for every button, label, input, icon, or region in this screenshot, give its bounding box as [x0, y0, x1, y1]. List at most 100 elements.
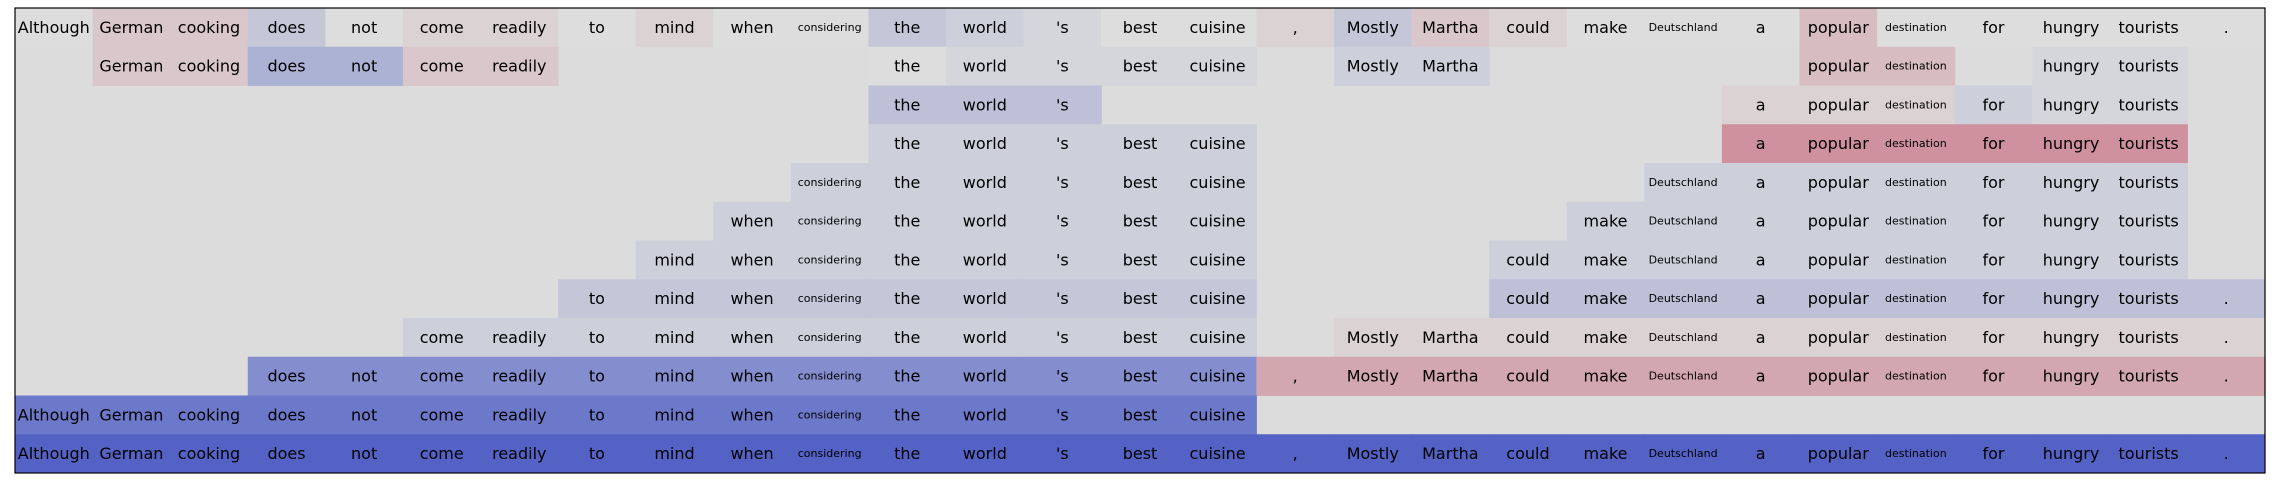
heatmap-cell: [1489, 356, 1568, 396]
heatmap-cell: [480, 46, 559, 86]
token-label: make: [1584, 212, 1628, 231]
token-label: when: [730, 405, 773, 424]
token-label: for: [1982, 95, 2004, 114]
token-label: hungry: [2043, 95, 2100, 114]
token-label: mind: [654, 367, 694, 386]
heatmap-cell: [2187, 434, 2266, 474]
heatmap-cell: [1178, 46, 1257, 86]
token-label: ,: [1293, 444, 1298, 463]
heatmap-cell: [1333, 434, 1413, 474]
token-label: the: [894, 95, 920, 114]
token-label: a: [1756, 173, 1766, 192]
token-label: Deutschland: [1649, 176, 1718, 189]
token-label: German: [99, 57, 163, 76]
heatmap-cell: [2032, 85, 2111, 125]
token-label: mind: [654, 250, 694, 269]
token-label: hungry: [2043, 444, 2100, 463]
token-label: .: [2224, 328, 2229, 347]
heatmap-cell: [1799, 124, 1878, 164]
token-label: world: [963, 250, 1007, 269]
token-label: tourists: [2119, 444, 2179, 463]
token-label: a: [1756, 212, 1766, 231]
token-label: hungry: [2043, 18, 2100, 37]
token-label: considering: [798, 215, 862, 228]
heatmap-cell: [1877, 46, 1956, 86]
token-label: Mostly: [1347, 367, 1399, 386]
heatmap-cell: [1101, 395, 1180, 435]
heatmap-cell: [1489, 240, 1568, 280]
heatmap-cell: [868, 434, 947, 474]
token-label: 's: [1056, 405, 1069, 424]
heatmap-cell: [1023, 85, 1102, 125]
heatmap-cell: [868, 395, 947, 435]
token-label: best: [1123, 289, 1158, 308]
heatmap-cell: [868, 124, 947, 164]
heatmap-cell: [1721, 240, 1800, 280]
token-label: popular: [1808, 95, 1869, 114]
token-label: Although: [18, 405, 90, 424]
heatmap-cell: [1954, 240, 2033, 280]
token-label: Mostly: [1347, 328, 1399, 347]
heatmap-cell: [790, 356, 869, 396]
token-label: popular: [1808, 57, 1869, 76]
heatmap-cell: [1178, 240, 1257, 280]
heatmap-cell: [868, 279, 947, 319]
token-label: considering: [798, 176, 862, 189]
token-label: when: [730, 18, 773, 37]
heatmap-cell: [1644, 434, 1723, 474]
heatmap-cell: [635, 279, 714, 319]
heatmap-cell: [1256, 8, 1335, 48]
heatmap-cell: [868, 201, 947, 241]
heatmap-cell: [2109, 163, 2188, 203]
token-label: come: [420, 57, 464, 76]
token-label: tourists: [2119, 57, 2179, 76]
heatmap-cell: [1877, 356, 1956, 396]
heatmap-cell: [2109, 279, 2188, 319]
heatmap-cell: [558, 8, 637, 48]
heatmap-cell: [247, 8, 326, 48]
heatmap-cell: [1101, 201, 1180, 241]
token-label: 's: [1056, 250, 1069, 269]
heatmap-cell: [1877, 240, 1956, 280]
token-label: .: [2224, 367, 2229, 386]
token-label: not: [351, 444, 377, 463]
heatmap-cell: [2032, 163, 2111, 203]
token-label: tourists: [2119, 367, 2179, 386]
heatmap-cell: [1101, 163, 1180, 203]
token-label: does: [267, 444, 305, 463]
token-label: make: [1584, 250, 1628, 269]
token-label: the: [894, 18, 920, 37]
heatmap-cell: [1566, 356, 1645, 396]
heatmap-cell: [15, 434, 94, 474]
heatmap-cell: [2109, 434, 2188, 474]
heatmap-cell: [1799, 85, 1878, 125]
heatmap-cell: [1101, 279, 1180, 319]
token-label: world: [963, 405, 1007, 424]
heatmap-cell: [1101, 46, 1180, 86]
heatmap-cell: [713, 240, 792, 280]
heatmap-cell: [1877, 279, 1956, 319]
token-label: best: [1123, 173, 1158, 192]
heatmap-cell: [946, 434, 1025, 474]
token-label: mind: [654, 289, 694, 308]
heatmap-cell: [1954, 201, 2033, 241]
heatmap-cell: [2032, 201, 2111, 241]
token-label: to: [589, 367, 605, 386]
token-label: world: [963, 444, 1007, 463]
token-label: German: [99, 18, 163, 37]
token-label: 's: [1056, 18, 1069, 37]
heatmap-cell: [92, 395, 171, 435]
token-label: Mostly: [1347, 18, 1399, 37]
token-label: for: [1982, 444, 2004, 463]
heatmap-cell: [1877, 8, 1956, 48]
token-label: popular: [1808, 173, 1869, 192]
heatmap-cell: [946, 201, 1025, 241]
token-label: destination: [1885, 98, 1947, 111]
token-label: cuisine: [1190, 367, 1246, 386]
token-label: make: [1584, 328, 1628, 347]
token-label: best: [1123, 18, 1158, 37]
token-label: hungry: [2043, 212, 2100, 231]
token-label: popular: [1808, 212, 1869, 231]
heatmap-cell: [1489, 434, 1568, 474]
heatmap-cell: [1721, 201, 1800, 241]
